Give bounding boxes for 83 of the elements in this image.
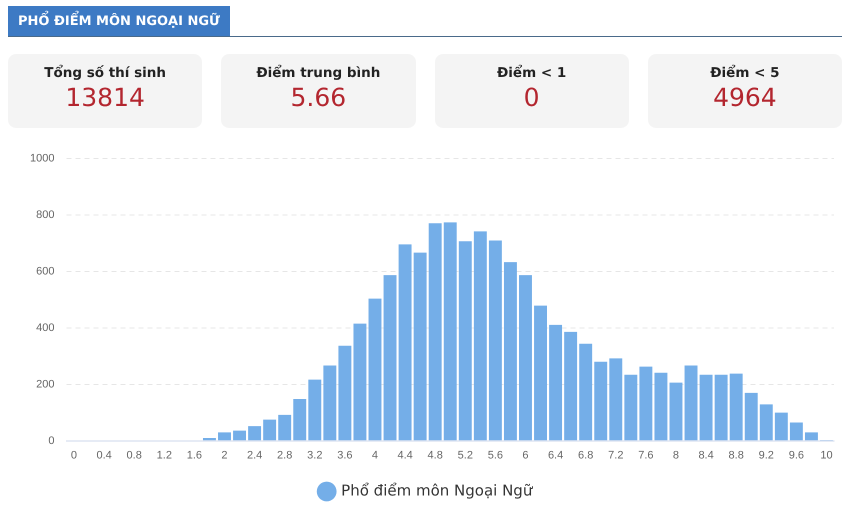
- x-tick-label: 6.4: [548, 449, 564, 462]
- bar: [804, 432, 818, 440]
- bar: [308, 380, 322, 440]
- y-tick-label: 400: [36, 322, 54, 334]
- bar: [624, 374, 638, 440]
- bar: [504, 262, 517, 440]
- bar: [714, 374, 728, 440]
- bar: [384, 275, 397, 440]
- bar: [414, 252, 427, 440]
- bar: [293, 399, 306, 440]
- x-tick-label: 5.6: [488, 449, 504, 462]
- bar: [368, 298, 382, 440]
- bar: [458, 241, 472, 440]
- y-tick-label: 200: [36, 378, 54, 390]
- bar: [790, 422, 803, 440]
- bar: [263, 420, 276, 440]
- x-tick-label: 3.6: [337, 449, 353, 462]
- bar: [488, 240, 502, 440]
- text: 5.66: [290, 83, 348, 112]
- bar: [534, 306, 548, 440]
- x-tick-label: 1.2: [156, 449, 172, 462]
- text: Điểm trung bình: [255, 65, 382, 81]
- text: 13814: [64, 83, 146, 112]
- x-tick-label: 7.2: [608, 449, 624, 462]
- bar: [233, 430, 246, 440]
- bar: [594, 362, 608, 440]
- x-tick-label: 4: [372, 449, 378, 462]
- bar: [474, 231, 487, 440]
- text: 4964: [712, 83, 778, 112]
- x-tick-label: 2.8: [277, 449, 292, 462]
- x-tick-label: 6: [522, 449, 529, 462]
- bar: [564, 332, 578, 440]
- bar: [654, 372, 668, 440]
- bar: [639, 366, 652, 440]
- bar: [684, 365, 698, 440]
- x-tick-label: 0.8: [126, 449, 142, 462]
- bar: [760, 404, 773, 440]
- bar: [398, 244, 412, 440]
- bar: [353, 324, 366, 440]
- bar: [323, 365, 336, 440]
- x-tick-label: 0.4: [96, 449, 112, 462]
- y-tick-label: 1000: [30, 152, 54, 165]
- x-tick-label: 2.4: [246, 449, 262, 462]
- x-tick-label: 9.6: [788, 449, 804, 462]
- x-tick-label: 7.6: [638, 449, 654, 462]
- bar: [248, 426, 262, 440]
- bar: [338, 346, 352, 440]
- bar: [744, 392, 758, 440]
- x-tick-label: 4.8: [428, 449, 443, 462]
- x-tick-label: 4.4: [397, 449, 413, 462]
- x-tick-label: 2: [221, 449, 228, 462]
- text: Điểm < 5: [709, 65, 781, 81]
- x-tick-label: 0: [70, 449, 78, 462]
- bar: [670, 382, 682, 440]
- bar: [428, 223, 442, 440]
- x-tick-label: 10: [820, 449, 833, 462]
- bar: [700, 374, 713, 440]
- bar: [278, 414, 292, 440]
- chart-title: PHỔ ĐIỂM MÔN NGOẠI NGỮ: [8, 6, 230, 36]
- x-tick-label: 8.8: [728, 449, 744, 462]
- bar: [202, 438, 216, 440]
- bar: [609, 358, 622, 440]
- x-tick-label: 8: [672, 449, 680, 462]
- x-tick-label: 1.6: [186, 449, 202, 462]
- y-tick-label: 600: [36, 266, 54, 278]
- bar: [774, 412, 788, 440]
- bar: [730, 374, 743, 440]
- x-tick-label: 9.2: [758, 449, 774, 462]
- legend-label: Phổ điểm môn Ngoại Ngữ: [341, 481, 534, 500]
- text: Tổng số thí sinh: [43, 65, 167, 81]
- bar: [444, 222, 457, 440]
- bar: [549, 324, 562, 440]
- x-tick-label: 3.2: [307, 449, 322, 462]
- text: 0: [522, 83, 541, 112]
- bar: [579, 344, 592, 440]
- y-tick-label: 800: [36, 209, 54, 222]
- y-tick-label: 0: [48, 434, 54, 447]
- x-tick-label: 6.8: [578, 449, 594, 462]
- x-tick-label: 8.4: [698, 449, 714, 462]
- x-tick-label: 5.2: [458, 449, 473, 462]
- bar: [519, 275, 532, 440]
- bar: [218, 432, 231, 440]
- text: Điểm < 1: [496, 65, 568, 81]
